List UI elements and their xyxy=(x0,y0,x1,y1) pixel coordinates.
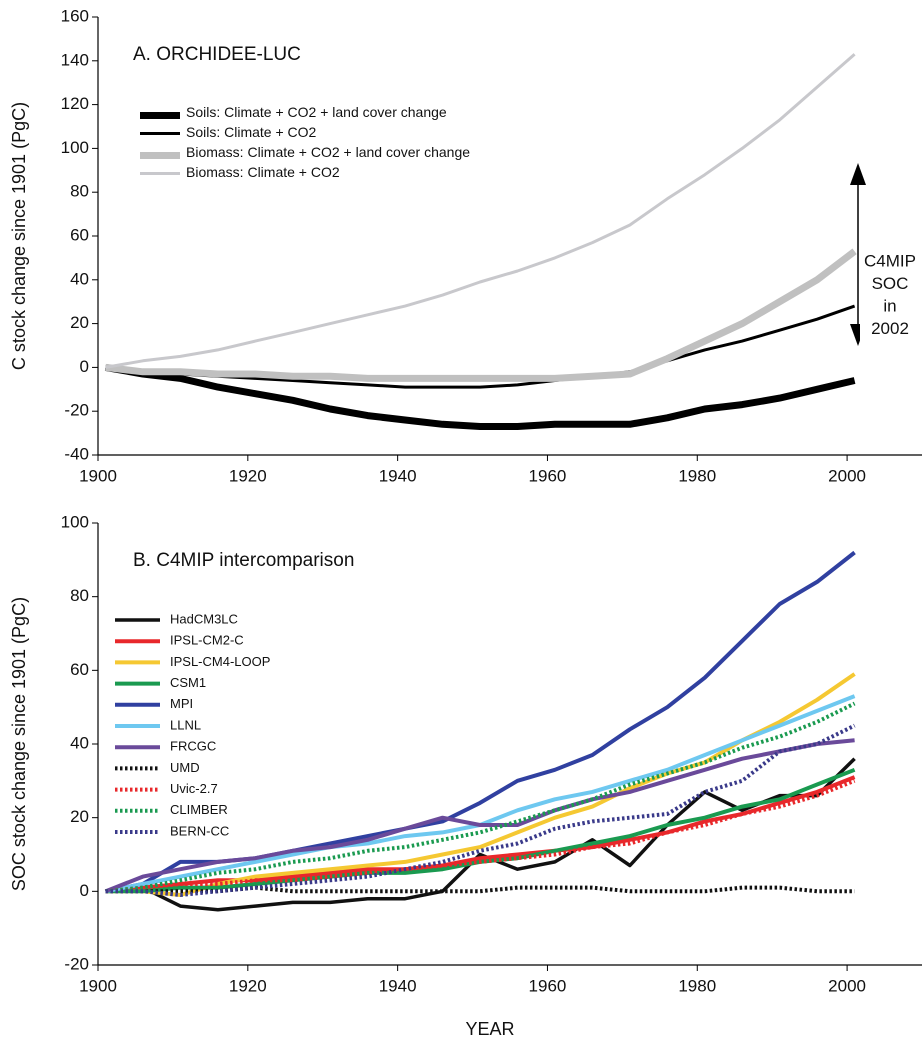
legend: Soils: Climate + CO2 + land cover change… xyxy=(140,104,520,184)
legend-label: Uvic-2.7 xyxy=(170,781,218,796)
legend-label: HadCM3LC xyxy=(170,611,238,626)
x-tick-label: 1920 xyxy=(229,976,267,995)
y-tick-label: 0 xyxy=(80,357,89,376)
x-tick-label: 2000 xyxy=(828,466,866,485)
y-tick-label: 20 xyxy=(70,313,89,332)
x-tick-label: 1940 xyxy=(379,466,417,485)
legend-item: Soils: Climate + CO2 xyxy=(140,124,520,140)
legend-label: Biomass: Climate + CO2 xyxy=(186,164,340,180)
x-tick-label: 2000 xyxy=(828,976,866,995)
annotation: in xyxy=(883,296,896,315)
line xyxy=(105,778,856,894)
legend-item: Biomass: Climate + CO2 + land cover chan… xyxy=(140,144,520,160)
y-tick-label: 40 xyxy=(70,269,89,288)
line xyxy=(105,701,856,894)
line xyxy=(105,723,856,897)
x-tick-label: 1940 xyxy=(379,976,417,995)
y-tick-label: 60 xyxy=(70,225,89,244)
annotation-box xyxy=(860,248,920,342)
legend-item: Soils: Climate + CO2 + land cover change xyxy=(140,104,520,120)
legend-swatch xyxy=(140,112,180,119)
legend-swatch xyxy=(140,132,180,135)
y-tick-label: -40 xyxy=(64,444,89,463)
legend-label: FRCGC xyxy=(170,739,216,754)
legend-label: UMD xyxy=(170,760,200,775)
y-tick-label: 80 xyxy=(70,182,89,201)
y-tick-label: 40 xyxy=(70,733,89,752)
y-tick-label: 0 xyxy=(80,881,89,900)
line xyxy=(105,550,856,894)
y-tick-label: 120 xyxy=(61,94,89,113)
y-tick-label: 80 xyxy=(70,586,89,605)
legend-label: CLIMBER xyxy=(170,802,228,817)
x-tick-label: 1900 xyxy=(79,976,117,995)
x-tick-label: 1900 xyxy=(79,466,117,485)
x-tick-label: 1960 xyxy=(529,466,567,485)
y-tick-label: 100 xyxy=(61,138,89,157)
annotation: 2002 xyxy=(871,319,909,338)
annotation: SOC xyxy=(872,274,909,293)
legend-label: IPSL-CM4-LOOP xyxy=(170,654,270,669)
annotation: C4MIP xyxy=(864,251,916,270)
x-tick-label: 1960 xyxy=(529,976,567,995)
legend-label: LLNL xyxy=(170,717,201,732)
y-tick-label: 140 xyxy=(61,50,89,69)
x-tick-label: 1980 xyxy=(678,466,716,485)
y-tick-label: 20 xyxy=(70,807,89,826)
y-tick-label: 160 xyxy=(61,6,89,25)
x-tick-label: 1920 xyxy=(229,466,267,485)
legend-label: BERN-CC xyxy=(170,823,229,838)
x-axis-label: YEAR xyxy=(465,1019,514,1039)
legend-label: IPSL-CM2-C xyxy=(170,633,244,648)
line xyxy=(104,738,855,894)
y-tick-label: 60 xyxy=(70,660,89,679)
arrow-head xyxy=(850,163,866,185)
legend-label: Soils: Climate + CO2 + land cover change xyxy=(186,104,447,120)
line xyxy=(105,53,856,369)
legend-label: Soils: Climate + CO2 xyxy=(186,124,317,140)
line xyxy=(105,248,857,382)
x-tick-label: 1980 xyxy=(678,976,716,995)
line xyxy=(105,885,855,894)
legend-swatch xyxy=(140,152,180,159)
y-axis-label: C stock change since 1901 (PgC) xyxy=(9,102,29,370)
chart-title: B. C4MIP intercomparison xyxy=(133,550,354,571)
legend-label: Biomass: Climate + CO2 + land cover chan… xyxy=(186,144,471,160)
legend-label: MPI xyxy=(170,696,193,711)
line xyxy=(104,363,856,430)
line xyxy=(105,757,856,912)
y-tick-label: -20 xyxy=(64,954,89,973)
legend-label: CSM1 xyxy=(170,675,206,690)
y-tick-label: 100 xyxy=(61,512,89,531)
chart-title: A. ORCHIDEE-LUC xyxy=(133,44,301,65)
y-axis-label: SOC stock change since 1901 (PgC) xyxy=(9,597,29,891)
legend-swatch xyxy=(140,172,180,175)
y-tick-label: -20 xyxy=(64,401,89,420)
legend-item: Biomass: Climate + CO2 xyxy=(140,164,520,180)
